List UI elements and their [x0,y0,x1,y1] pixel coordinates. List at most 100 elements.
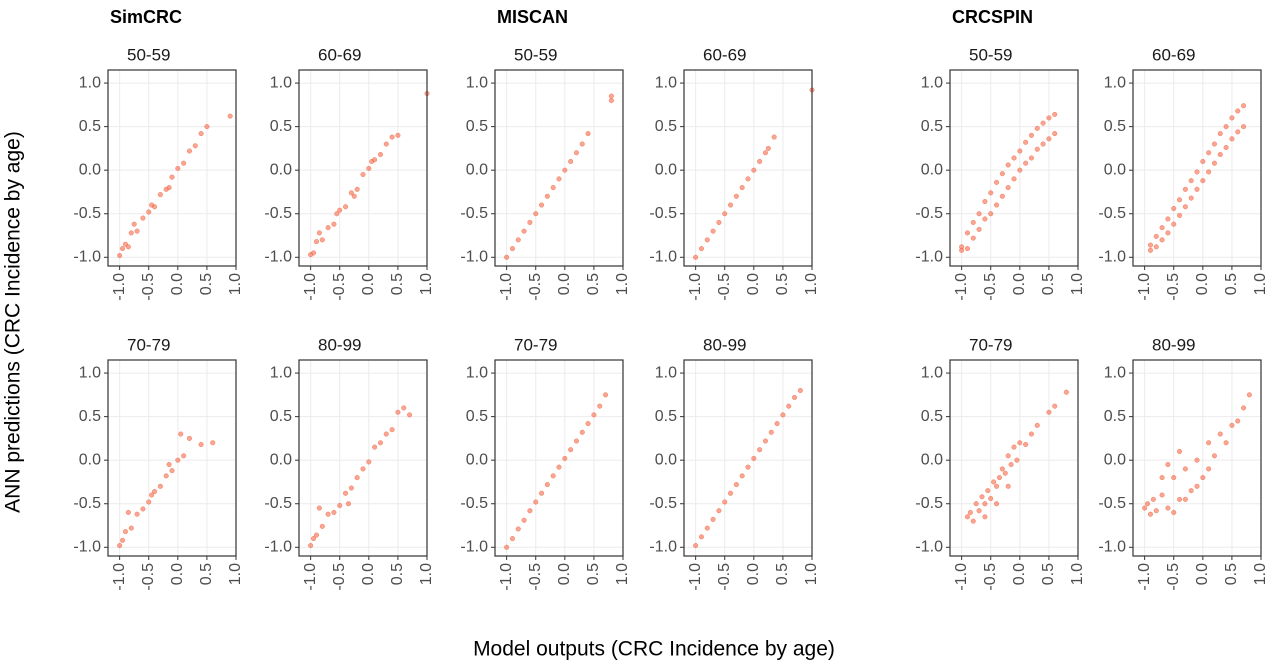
point [996,475,1003,481]
point [198,441,204,448]
point [334,211,340,217]
point [1217,131,1223,137]
point [976,226,982,232]
point [117,542,123,549]
panel-background [108,360,236,556]
panel-background [299,70,427,266]
panel-title: 60-69 [1152,45,1195,64]
point [140,506,146,512]
point [1011,176,1017,182]
point [568,158,574,165]
point [710,228,716,234]
point [1188,488,1194,494]
point [693,254,699,260]
x-tick-label: 0.5 [198,273,215,295]
panel-title: 60-69 [318,45,361,64]
x-tick-label: -0.5 [982,273,999,301]
panel-border [683,359,813,557]
panel-border [107,359,237,557]
point [970,518,976,524]
y-tick-label: 0.0 [466,161,488,178]
panel-background [495,70,623,266]
point [163,473,169,479]
point [1165,505,1171,511]
x-tick-label: -1.0 [687,563,704,591]
x-tick-label: 0.5 [585,273,602,295]
x-tick-label: 0.0 [169,563,186,585]
point [377,440,384,446]
point [354,186,360,192]
point [970,235,976,241]
point [204,124,210,130]
x-tick-label: 0.0 [556,563,573,585]
x-tick-label: 1.0 [803,563,820,585]
point [1223,144,1229,151]
point [591,412,597,418]
point [765,145,771,151]
point [316,230,322,236]
x-tick-label: -1.0 [953,563,970,591]
point [1246,392,1252,398]
panel-background [299,360,427,556]
point [964,514,971,520]
point [786,403,792,409]
x-tick-label: 0.0 [360,563,377,585]
point [710,516,716,522]
y-tick-label: -0.5 [460,205,488,222]
point [1028,132,1035,138]
y-axis-label: ANN predictions (CRC Incidence by age) [2,131,25,513]
x-tick-label: 0.5 [389,273,406,295]
point [1182,204,1188,210]
point [964,246,971,252]
point [157,192,163,198]
point [383,141,389,147]
point [1194,169,1200,175]
x-tick-label: 1.0 [227,273,244,295]
point [366,165,372,171]
point [693,542,699,549]
x-tick-label: -0.5 [331,563,348,591]
point [774,421,780,427]
y-tick-label: 0.0 [79,451,101,468]
point [550,185,556,191]
point [1023,441,1029,448]
point [1206,150,1212,156]
panel-background [950,70,1078,266]
point [1008,461,1014,468]
model-title: CRCSPIN [952,7,1033,27]
panel-border [107,69,237,267]
point [181,453,187,459]
x-tick-label: -0.5 [140,563,157,591]
point [1052,131,1058,137]
y-tick-label: 0.5 [1104,408,1126,425]
point [1171,205,1177,212]
point [1206,440,1212,446]
point [1200,475,1206,481]
point [117,252,123,259]
point [1159,225,1165,231]
point [151,488,158,495]
y-tick-label: 0.5 [466,118,488,135]
panel-border [949,359,1079,557]
point [360,171,366,178]
panel-background [108,70,236,266]
point [556,464,562,470]
point [1014,457,1020,463]
point [727,490,734,496]
point [351,193,357,199]
x-tick-label: 1.0 [614,273,631,295]
point [1194,483,1200,489]
point [169,468,175,474]
point [128,230,134,236]
point [389,427,395,433]
point [527,508,533,514]
x-tick-label: -1.0 [498,563,515,591]
point [562,455,568,461]
point [698,246,705,252]
y-tick-label: 0.5 [921,408,943,425]
point [504,544,510,550]
x-tick-label: 0.5 [774,273,791,295]
point [1040,141,1046,147]
x-tick-label: 0.0 [1194,563,1211,585]
point [993,179,1000,185]
